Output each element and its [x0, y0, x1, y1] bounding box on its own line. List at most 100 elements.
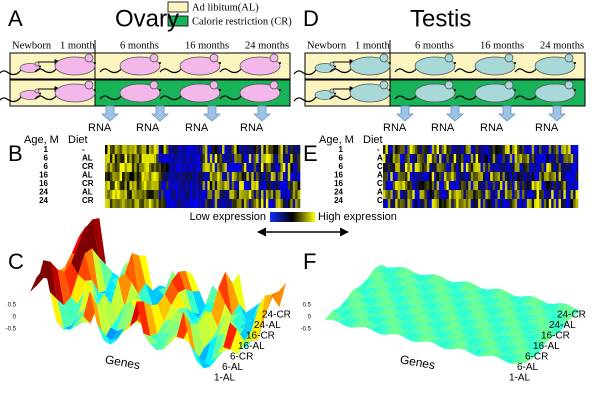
mouse-body [314, 90, 336, 100]
surface-patch [385, 308, 400, 317]
surface-patch [211, 313, 225, 340]
heatmap-cell [570, 190, 574, 199]
heatmap-cell [568, 199, 571, 208]
heatmap-cell [173, 172, 176, 181]
heatmap-cell [234, 172, 237, 181]
heatmap-cell [156, 154, 159, 163]
mouse-eye [219, 89, 221, 91]
heatmap-cell [492, 163, 496, 172]
z-tick-label: 0 [308, 315, 312, 321]
heatmap-cell [131, 190, 135, 199]
surface-patch [433, 302, 447, 312]
heatmap-cell [226, 145, 230, 154]
heatmap-cell [558, 154, 562, 163]
heatmap-cell [487, 154, 491, 163]
heatmap-cell [270, 163, 274, 172]
heatmap-cell [214, 172, 218, 181]
heatmap-cell [105, 163, 108, 172]
surface-patch [150, 333, 164, 343]
surface-patch [518, 354, 532, 364]
surface-patch [419, 301, 434, 310]
heatmap-cell [414, 154, 418, 163]
surface-patch [499, 335, 513, 346]
heatmap-cell [292, 190, 296, 199]
heatmap-cell [517, 172, 520, 181]
heatmap-cell [458, 163, 462, 172]
heatmap-cell [256, 154, 259, 163]
heatmap-cell [265, 172, 269, 181]
heatmap-cell [229, 181, 233, 190]
surface-patch [64, 296, 78, 327]
heatmap-cell [243, 154, 247, 163]
heatmap-cell [105, 190, 108, 199]
heatmap-cell [119, 190, 123, 199]
surface-patch [164, 280, 179, 306]
surface-patch [125, 253, 139, 295]
heatmap-cell [417, 181, 420, 190]
heatmap-cell [136, 145, 140, 154]
heatmap-cell [126, 199, 130, 208]
surface-patch [379, 290, 394, 298]
surface-patch [159, 270, 173, 298]
surface-patch [539, 325, 554, 334]
z-tick-label: -0.5 [301, 327, 312, 333]
heatmap-cell [222, 199, 225, 208]
heatmap-cell [122, 181, 125, 190]
heatmap-cell [487, 145, 491, 154]
heatmap-cell [175, 190, 179, 199]
surface-patch [365, 315, 379, 323]
heatmap-cell [407, 181, 411, 190]
heatmap-cell [429, 145, 433, 154]
heatmap-cell [512, 154, 515, 163]
mouse-body [54, 83, 96, 103]
heatmap-cell [295, 190, 298, 199]
heatmap-cell [458, 154, 462, 163]
heatmap-cell [122, 190, 125, 199]
panel-label: B [8, 141, 23, 166]
heatmap-cell [443, 199, 447, 208]
heatmap-cell [185, 154, 189, 163]
heatmap-cell [124, 190, 128, 199]
mouse-tail [219, 67, 243, 74]
heatmap-cell [497, 163, 501, 172]
heatmap-cell [224, 172, 228, 181]
heatmap-cell [278, 199, 281, 208]
heatmap-cell [141, 199, 145, 208]
surface-patch [527, 296, 541, 306]
heatmap-cell [507, 190, 511, 199]
heatmap-cell [146, 163, 150, 172]
heatmap-cell [248, 172, 252, 181]
surface-patch [413, 283, 428, 291]
heatmap-cell [239, 154, 242, 163]
heatmap-cell [548, 145, 552, 154]
heatmap-cell [114, 145, 118, 154]
heatmap-cell [439, 154, 442, 163]
heatmap-cell [161, 154, 164, 163]
row-age: 16 [334, 171, 343, 180]
heatmap-cell [261, 199, 264, 208]
heatmap-cell [170, 181, 174, 190]
heatmap-cell [290, 154, 293, 163]
heatmap-cell [517, 181, 520, 190]
heatmap-cell [197, 163, 201, 172]
surface-patch [520, 295, 535, 306]
surface-patch [217, 313, 232, 340]
surface-patch [399, 295, 414, 305]
heatmap-cell [214, 190, 218, 199]
heatmap-cell [273, 199, 276, 208]
surface-patch [459, 319, 473, 328]
surface-patch [453, 290, 468, 301]
heatmap-cell [226, 172, 230, 181]
surface-patch [353, 286, 367, 294]
surface-patch [553, 312, 568, 323]
heatmap-cell [285, 163, 289, 172]
heatmap-cell [265, 181, 269, 190]
heatmap-cell [419, 190, 423, 199]
heatmap-cell [219, 163, 223, 172]
surface-patch [373, 279, 387, 288]
heatmap-cell [395, 145, 398, 154]
heatmap-cell [531, 154, 535, 163]
heatmap-cell [563, 154, 567, 163]
mouse-body [474, 83, 516, 103]
heatmap-cell [112, 154, 116, 163]
